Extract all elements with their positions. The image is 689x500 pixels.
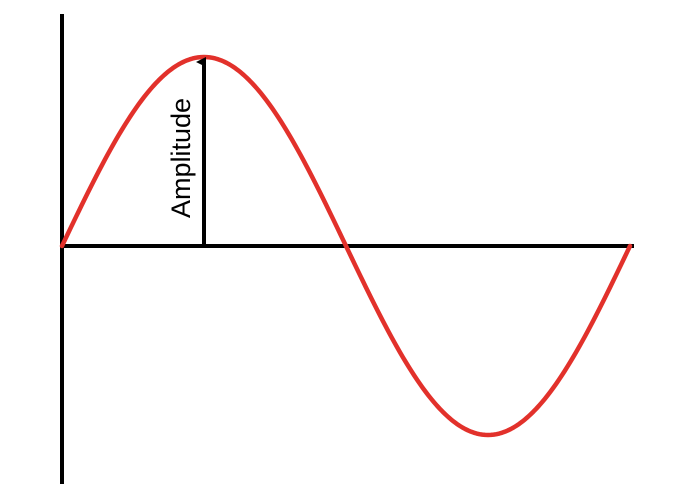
amplitude-label: Amplitude: [166, 98, 196, 218]
sine-wave-curve: [59, 54, 633, 438]
